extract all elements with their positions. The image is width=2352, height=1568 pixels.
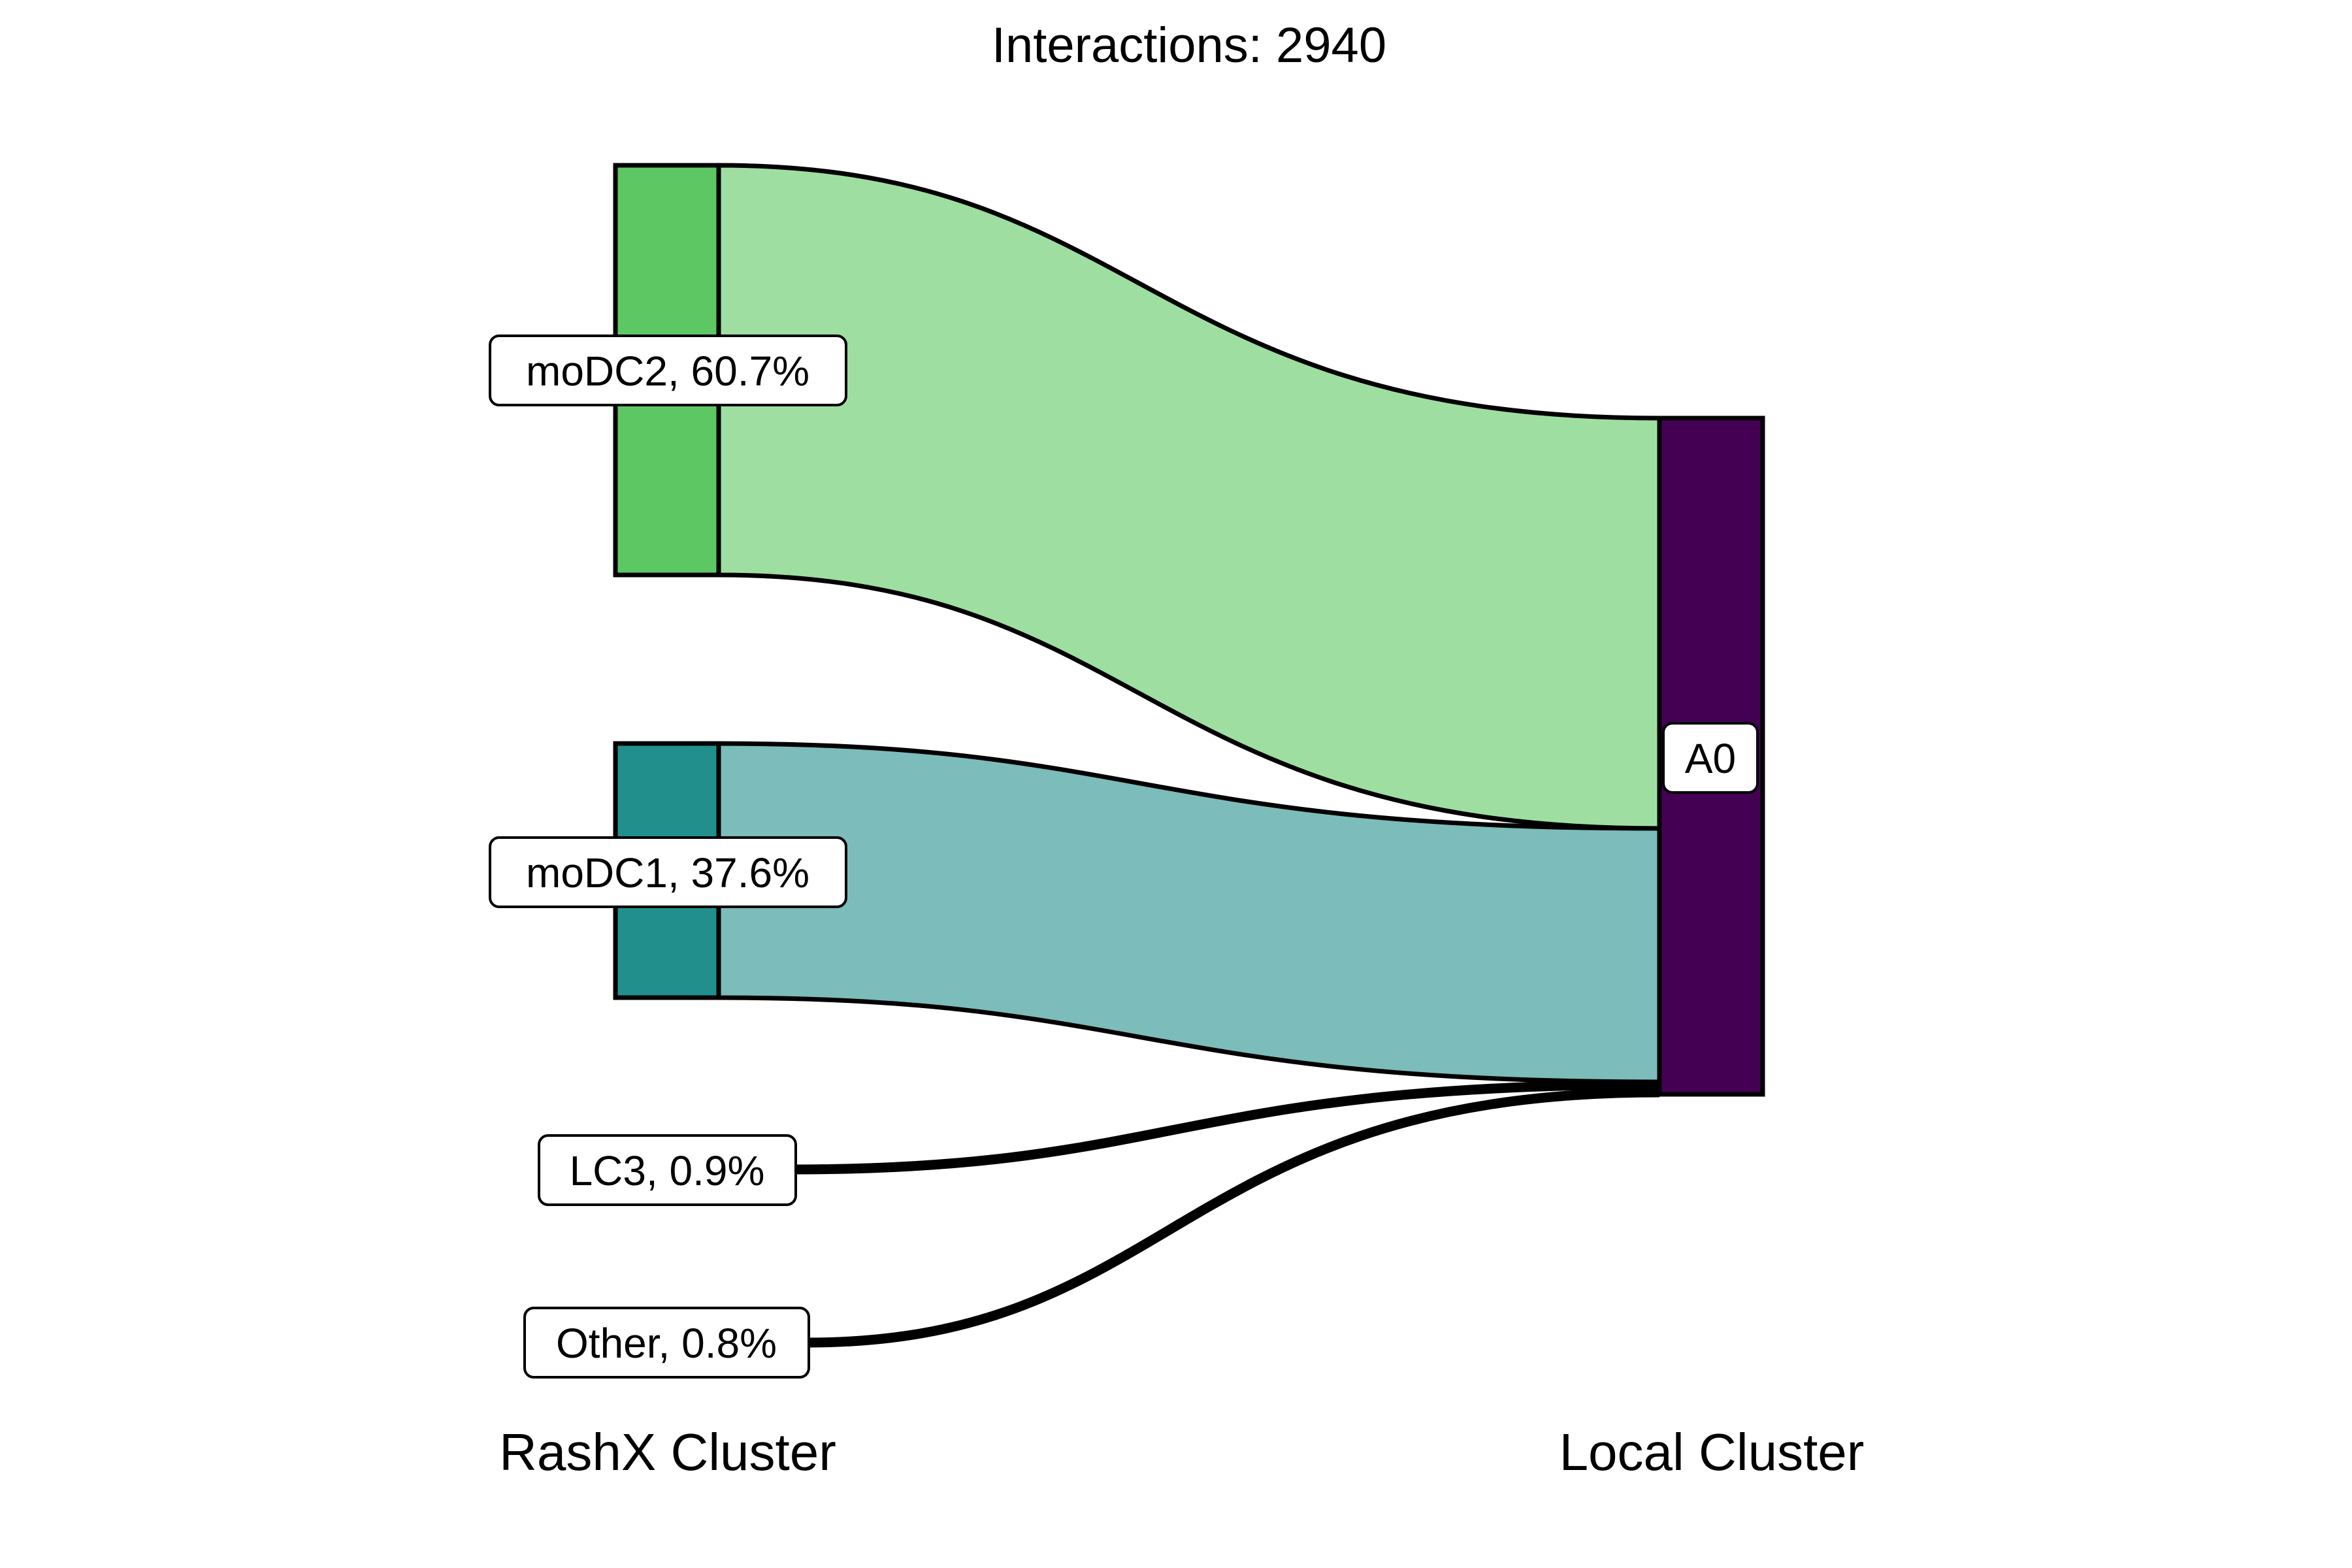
label-other-text: Other, 0.8% [556,1320,777,1367]
label-other: Other, 0.8% [523,1307,810,1379]
label-modc2-text: moDC2, 60.7% [526,348,809,395]
flow-lc3-a0 [790,1079,1660,1175]
chart-title: Interactions: 2940 [992,18,1386,73]
label-modc2: moDC2, 60.7% [489,335,847,406]
label-lc3-text: LC3, 0.9% [570,1147,765,1194]
label-modc1-text: moDC1, 37.6% [526,849,809,896]
axis-label-left: RashX Cluster [499,1423,836,1481]
label-lc3: LC3, 0.9% [538,1134,797,1206]
label-a0: A0 [1662,722,1759,794]
label-a0-text: A0 [1685,735,1736,782]
flow-other-a0 [806,1087,1660,1348]
axis-label-right: Local Cluster [1560,1423,1865,1481]
label-modc1: moDC1, 37.6% [489,836,847,908]
flow-modc2-a0 [716,163,1662,831]
